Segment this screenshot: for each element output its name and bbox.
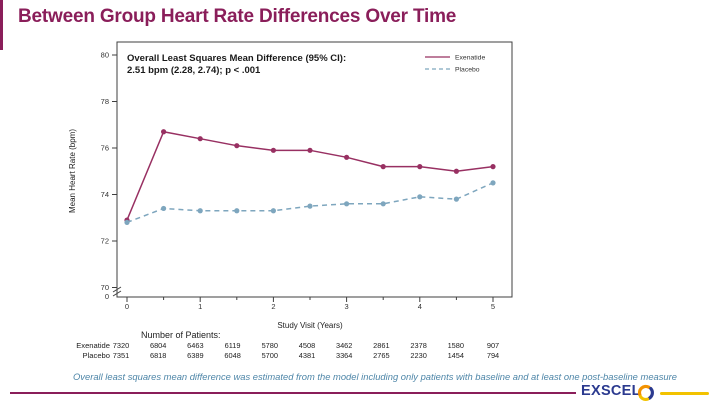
y-axis-label: Mean Heart Rate (bpm) (68, 129, 77, 213)
data-point-placebo (197, 208, 203, 214)
legend-label-exenatide: Exenatide (455, 55, 485, 62)
patients-value: 6818 (149, 351, 167, 361)
annotation-line2: 2.51 bpm (2.28, 2.74); p < .001 (127, 65, 261, 76)
x-tick-label: 0 (125, 302, 129, 311)
data-point-exenatide (380, 164, 386, 170)
x-tick-label: 3 (345, 302, 349, 311)
x-tick-label: 1 (198, 302, 202, 311)
axis-break-mark (112, 290, 122, 297)
patients-value: 6804 (149, 341, 167, 350)
patients-value: 3364 (335, 351, 353, 361)
axis-break-mark (112, 286, 122, 293)
legend-label-placebo: Placebo (455, 67, 480, 74)
patients-value: 907 (486, 341, 500, 350)
patients-value: 2765 (373, 351, 390, 361)
patients-value: 6389 (187, 351, 204, 361)
y-tick-label: 72 (101, 237, 109, 246)
data-point-exenatide (344, 154, 350, 160)
patients-value: 6048 (224, 351, 241, 361)
patients-row-label: Exenatide (76, 341, 110, 350)
patients-value: 6119 (224, 341, 241, 350)
patients-value: 4381 (298, 351, 316, 361)
patients-value: 794 (486, 351, 500, 361)
footer-rule-maroon (10, 392, 576, 394)
footer-rule-gold (660, 392, 709, 395)
y-tick-label: 76 (101, 144, 109, 153)
exscel-logo-icon (637, 384, 654, 401)
data-point-placebo (380, 201, 386, 207)
data-point-placebo (124, 219, 130, 225)
data-point-exenatide (453, 168, 459, 174)
patients-value: 7351 (112, 351, 130, 361)
data-point-exenatide (197, 136, 203, 142)
data-point-placebo (307, 203, 313, 209)
data-point-placebo (344, 201, 350, 207)
y-tick-label: 80 (101, 51, 109, 60)
footnote: Overall least squares mean difference wa… (73, 371, 677, 382)
y-zero-label: 0 (105, 292, 109, 301)
patients-value: 5780 (261, 341, 279, 350)
patients-value: 4508 (298, 341, 316, 350)
left-accent-bar (0, 0, 3, 50)
patients-value: 2378 (410, 341, 427, 350)
patients-value: 2230 (410, 351, 427, 361)
x-tick-label: 2 (271, 302, 275, 311)
patients-value: 5700 (261, 351, 279, 361)
data-point-placebo (234, 208, 240, 214)
x-tick-label: 5 (491, 302, 495, 311)
data-point-exenatide (234, 143, 240, 149)
plot-frame (116, 41, 513, 298)
x-tick-label: 4 (418, 302, 422, 311)
y-tick-label: 70 (101, 283, 109, 292)
data-point-exenatide (161, 129, 167, 135)
patients-value: 3462 (335, 341, 353, 350)
page-title: Between Group Heart Rate Differences Ove… (18, 6, 457, 27)
y-tick-label: 78 (101, 97, 109, 106)
data-point-placebo (270, 208, 276, 214)
patients-value: 1580 (447, 341, 465, 350)
data-point-placebo (161, 205, 167, 212)
series-line-placebo (126, 182, 494, 224)
data-point-placebo (453, 196, 459, 202)
patients-value: 2861 (373, 341, 390, 350)
patients-value: 1454 (447, 351, 465, 361)
patients-value: 6463 (187, 341, 204, 350)
annotation-line1: Overall Least Squares Mean Difference (9… (127, 53, 346, 64)
exscel-logo-text: EXSCEL (581, 383, 641, 399)
data-point-placebo (417, 194, 423, 200)
data-point-placebo (490, 180, 496, 186)
patients-row-label: Placebo (82, 351, 110, 361)
x-axis-label: Study Visit (Years) (277, 321, 343, 330)
data-point-exenatide (417, 164, 423, 170)
y-tick-label: 74 (101, 190, 109, 199)
data-point-exenatide (307, 147, 313, 153)
patients-value: 7320 (112, 341, 130, 350)
data-point-exenatide (490, 164, 496, 170)
data-point-exenatide (270, 147, 276, 153)
